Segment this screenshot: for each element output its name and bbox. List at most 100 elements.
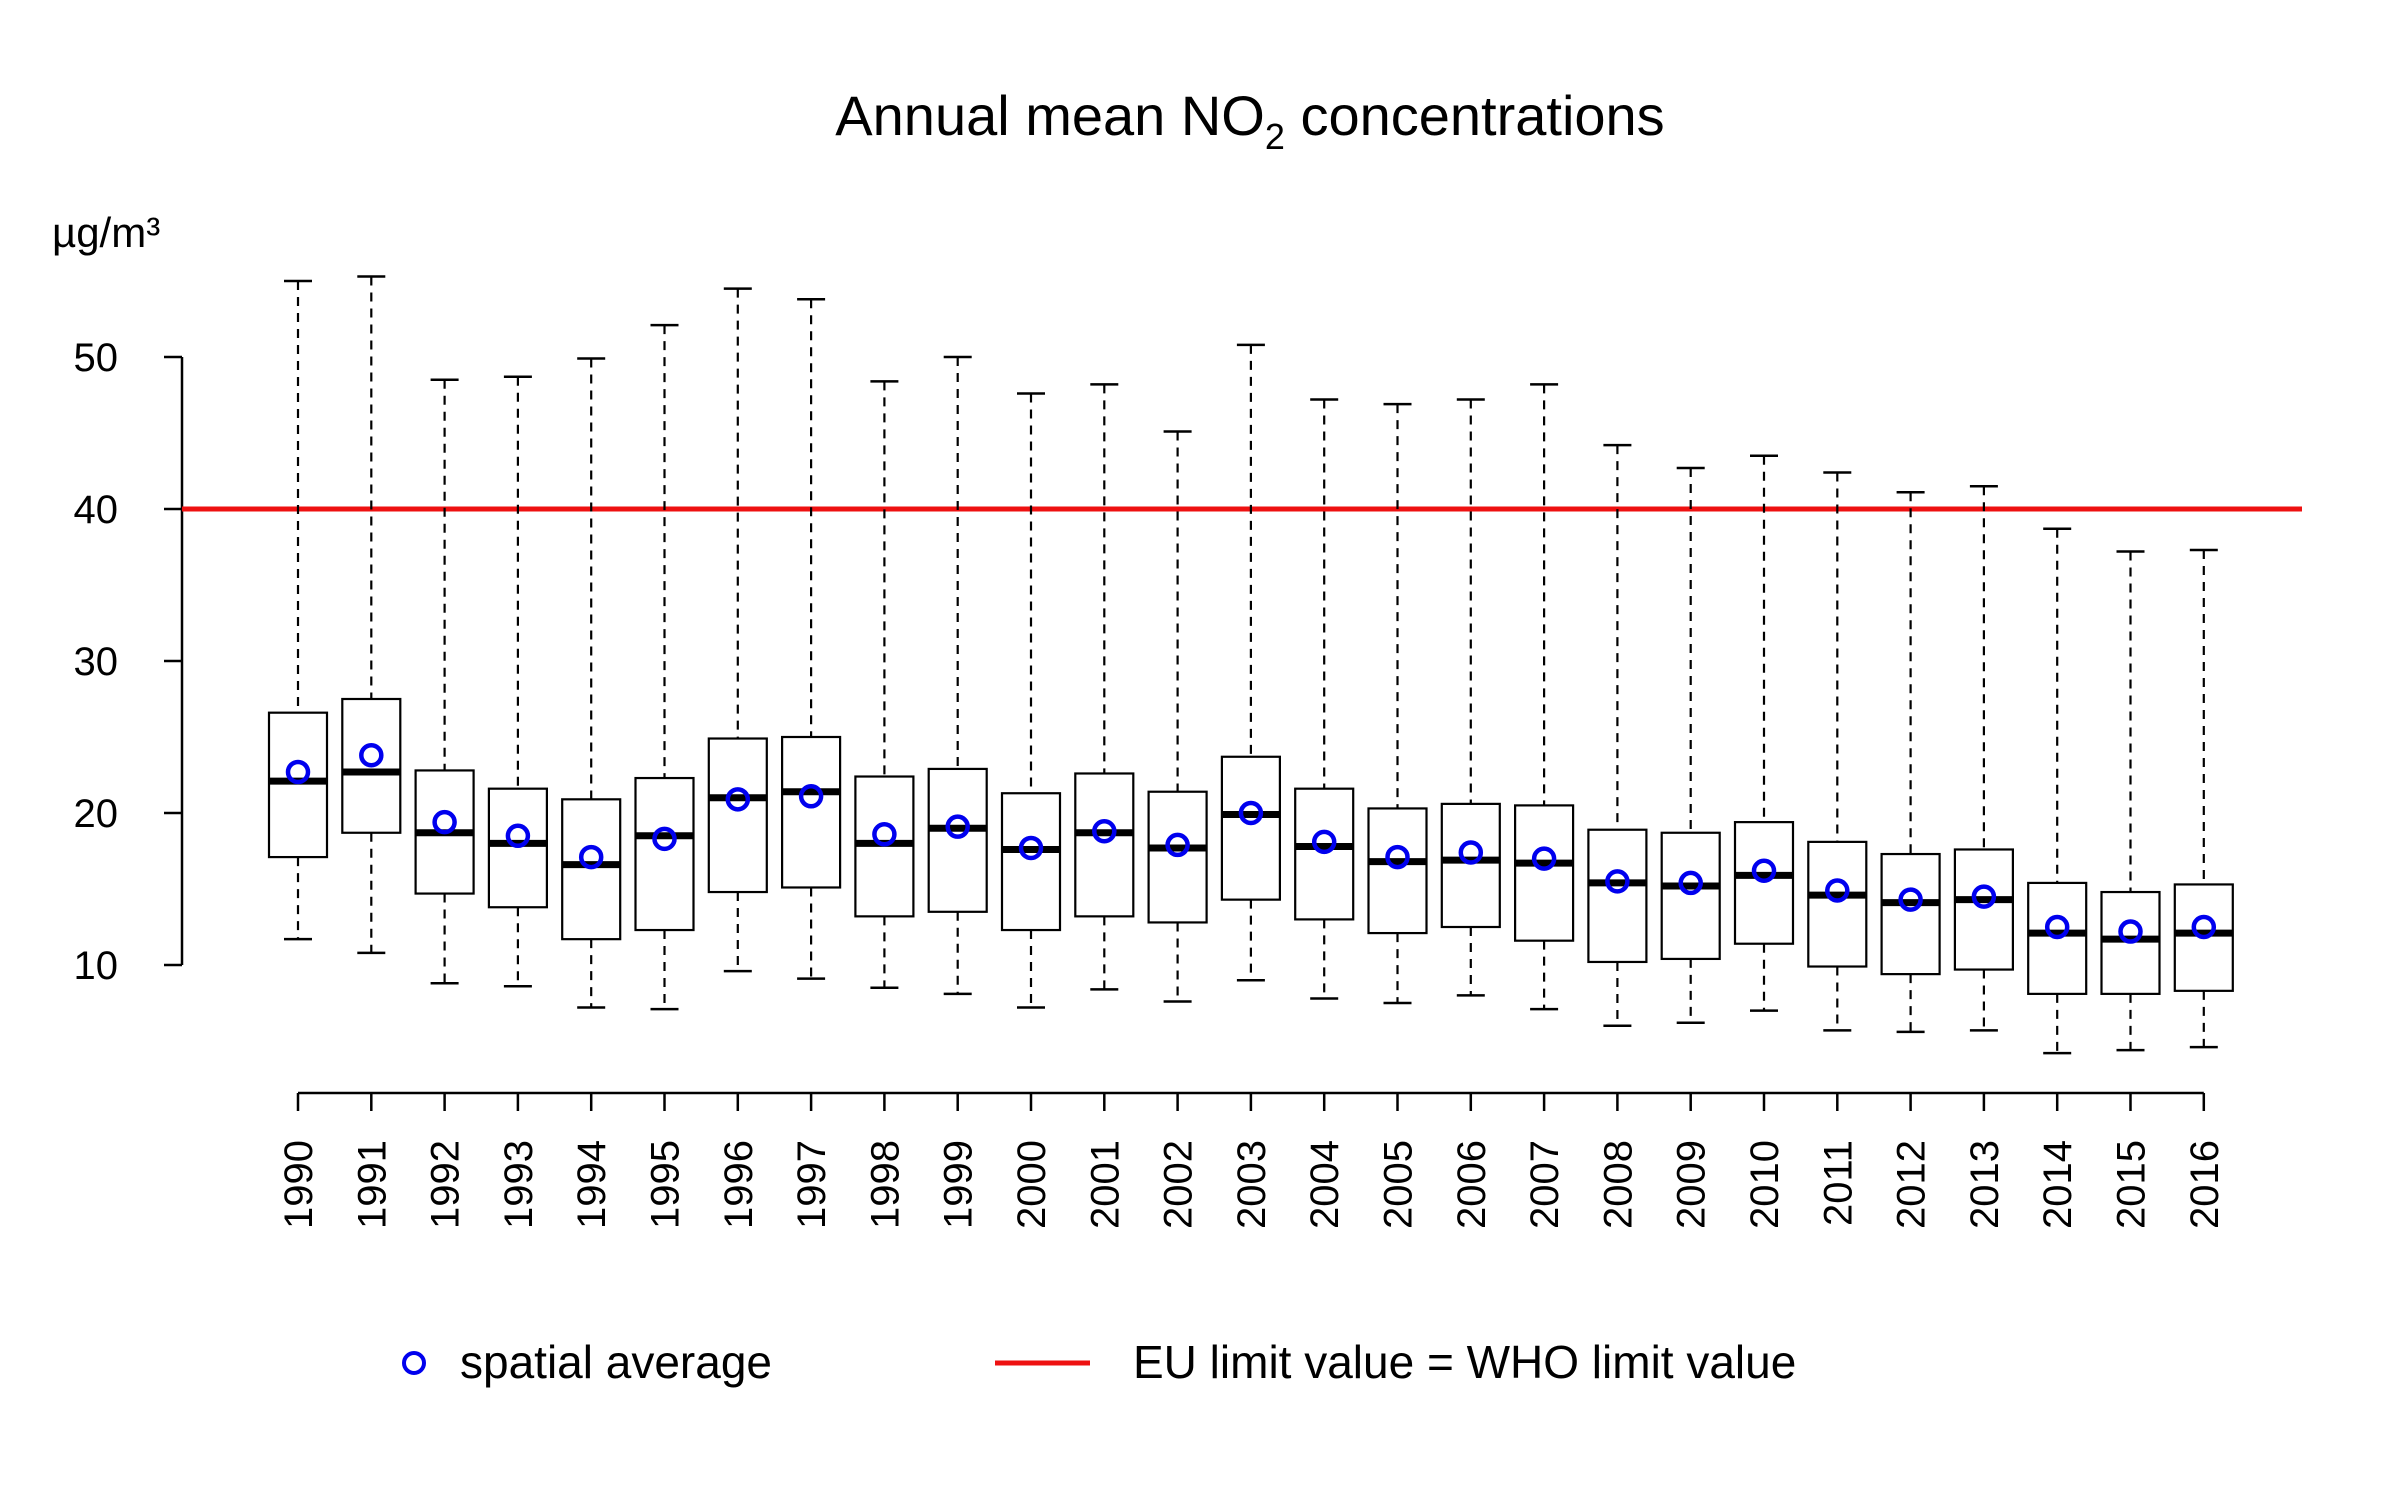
mean-marker [1238, 800, 1264, 826]
mean-marker [2191, 914, 2217, 940]
x-tick-label: 1996 [717, 1140, 761, 1229]
x-tick-label: 2007 [1523, 1140, 1567, 1229]
box-2005 [1367, 402, 1428, 1005]
iqr-box [1440, 802, 1501, 929]
box-2012 [1880, 491, 1941, 1034]
x-tick-label: 2010 [1743, 1140, 1787, 1229]
mean-marker [432, 809, 457, 835]
x-tick-label: 1998 [863, 1140, 907, 1229]
mean-marker [1092, 818, 1117, 844]
mean-marker [1678, 870, 1703, 896]
mean-marker [1018, 835, 1044, 861]
mean-marker [285, 759, 311, 785]
x-tick-label: 1999 [937, 1140, 981, 1229]
box-1996 [707, 287, 768, 973]
iqr-box [1953, 848, 2015, 971]
iqr-box [634, 776, 695, 932]
y-axis: 10 20 30 40 50 [74, 336, 184, 988]
x-tick-label: 1994 [570, 1140, 614, 1229]
legend-mean-marker [402, 1351, 426, 1375]
box-1994 [561, 357, 622, 1009]
x-tick-label: 1997 [790, 1140, 834, 1229]
iqr-box [1587, 828, 1648, 964]
y-tick-label: 20 [74, 792, 119, 836]
mean-marker [1898, 887, 1923, 912]
iqr-box [1000, 792, 1062, 932]
box-1991 [341, 275, 402, 955]
mean-marker [1311, 829, 1337, 855]
x-tick-label: 2012 [1890, 1140, 1934, 1229]
x-tick-label: 1993 [497, 1140, 541, 1229]
iqr-box [707, 737, 768, 894]
box-2013 [1953, 484, 2015, 1032]
x-tick-label: 2016 [2183, 1140, 2227, 1229]
iqr-box [780, 735, 842, 889]
y-tick-label: 30 [74, 640, 119, 684]
x-tick-label: 2006 [1450, 1140, 1494, 1229]
box-1997 [780, 297, 842, 980]
mean-marker [725, 787, 751, 812]
iqr-box [927, 767, 988, 913]
x-tick-label: 1992 [424, 1140, 468, 1229]
iqr-box [1513, 804, 1575, 942]
legend: spatial average EU limit value = WHO lim… [402, 1336, 1796, 1388]
x-tick-label: 2005 [1377, 1140, 1421, 1229]
legend-mean-label: spatial average [460, 1336, 772, 1388]
box-2008 [1587, 443, 1648, 1028]
mean-marker [798, 784, 824, 809]
mean-marker [1751, 858, 1777, 884]
mean-marker [872, 822, 897, 847]
box-2004 [1294, 398, 1355, 1000]
mean-marker [1971, 884, 1997, 909]
box-2001 [1074, 383, 1135, 991]
box-2016 [2173, 548, 2234, 1049]
box-1999 [927, 355, 988, 996]
x-axis: 1990 1991 1992 1993 1994 1995 1996 1997 1998 1999… [277, 1091, 2227, 1229]
chart-title: Annual mean NO2 concentrations [835, 84, 1664, 157]
x-tick-label: 2013 [1963, 1140, 2007, 1229]
iqr-box [1074, 772, 1135, 918]
mean-marker [1531, 846, 1557, 871]
mean-marker [1385, 844, 1410, 870]
mean-marker [2044, 914, 2070, 940]
box-2002 [1147, 430, 1208, 1003]
x-tick-label: 1995 [644, 1140, 688, 1229]
box-1990 [267, 279, 329, 941]
box-1993 [487, 375, 548, 988]
box-2009 [1660, 466, 1721, 1025]
box-2006 [1440, 398, 1501, 997]
x-tick-label: 2002 [1157, 1140, 1201, 1229]
mean-marker [1165, 832, 1190, 858]
x-tick-label: 1990 [277, 1140, 321, 1229]
box-1995 [634, 323, 695, 1011]
x-tick-label: 2009 [1670, 1140, 1714, 1229]
box-2015 [2100, 550, 2161, 1052]
mean-marker [652, 826, 677, 852]
mean-marker [2118, 919, 2143, 944]
mean-marker [1825, 878, 1850, 903]
iqr-box [1220, 755, 1282, 901]
y-axis-unit-label: µg/m³ [52, 209, 160, 256]
mean-marker [945, 814, 970, 839]
mean-marker [578, 844, 604, 870]
legend-limit-label: EU limit value = WHO limit value [1133, 1336, 1796, 1388]
y-tick-label: 40 [74, 488, 119, 532]
x-tick-label: 2014 [2036, 1140, 2080, 1229]
box-2000 [1000, 392, 1062, 1009]
x-tick-label: 1991 [350, 1140, 394, 1229]
x-tick-label: 2015 [2110, 1140, 2154, 1229]
mean-marker [505, 823, 531, 849]
mean-marker [1458, 840, 1484, 865]
iqr-box [1880, 852, 1941, 976]
box-2010 [1733, 454, 1795, 1012]
x-tick-label: 2004 [1303, 1140, 1347, 1229]
y-tick-label: 50 [74, 336, 119, 380]
box-1992 [414, 378, 475, 985]
box-2014 [2027, 527, 2088, 1055]
x-tick-label: 2001 [1083, 1140, 1127, 1229]
x-tick-label: 2000 [1010, 1140, 1054, 1229]
box-1998 [854, 380, 915, 990]
x-tick-label: 2008 [1596, 1140, 1640, 1229]
y-tick-label: 10 [74, 944, 119, 988]
